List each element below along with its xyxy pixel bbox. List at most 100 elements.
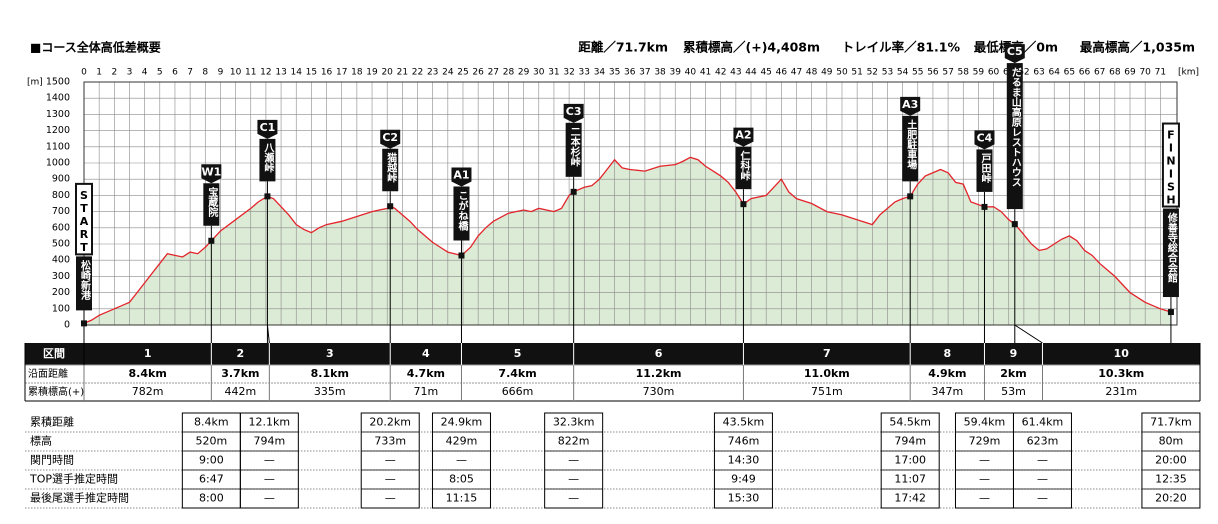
x-tick-label: 7 <box>187 68 193 78</box>
y-tick-label: 500 <box>52 239 70 250</box>
segment-header-bg <box>25 343 1200 365</box>
code-badge <box>201 164 222 184</box>
checkpoint-point <box>907 193 914 200</box>
x-tick-label: 23 <box>427 68 438 78</box>
x-tick-label: 27 <box>488 68 499 78</box>
code-box <box>1161 122 1180 208</box>
checkpoint-point <box>740 201 747 208</box>
checkpoint-cell: 520m <box>195 435 227 448</box>
checkpoint-cell: — <box>264 492 275 505</box>
x-tick-label: 19 <box>366 68 378 78</box>
segment-cell: 2 <box>237 347 245 360</box>
segment-cell: 2km <box>1000 367 1026 380</box>
checkpoint-col <box>880 412 940 509</box>
checkpoint-cell: 9:00 <box>199 454 224 467</box>
x-tick-label: 29 <box>518 68 530 78</box>
checkpoint-code: FINISH <box>1164 129 1177 207</box>
y-tick-label: 600 <box>52 222 70 233</box>
checkpoint-point <box>570 188 577 195</box>
checkpoint-cell: 429m <box>446 435 478 448</box>
checkpoint-cell: — <box>568 454 579 467</box>
y-tick-label: 1000 <box>46 158 70 169</box>
checkpoint-cell: 794m <box>894 435 926 448</box>
segment-cell: 71m <box>413 385 438 398</box>
x-tick-label: 11 <box>245 68 256 78</box>
y-tick-label: 1200 <box>46 125 70 136</box>
checkpoint-cell: 11:07 <box>894 473 926 486</box>
name-box <box>382 148 399 192</box>
checkpoint-point <box>264 193 271 200</box>
checkpoint-cell: — <box>385 473 396 486</box>
checkpoint-cell: 6:47 <box>199 473 224 486</box>
checkpoint-point <box>81 320 87 327</box>
x-tick-label: 42 <box>715 68 726 78</box>
checkpoint-col <box>360 412 420 509</box>
x-tick-label: 20 <box>381 68 393 78</box>
segment-cell: 5 <box>514 347 522 360</box>
segment-cell: 782m <box>132 385 164 398</box>
checkpoint-code: C3 <box>566 105 582 118</box>
x-tick-label: 16 <box>321 68 333 78</box>
checkpoint-cell: 15:30 <box>728 492 760 505</box>
x-tick-label: 37 <box>639 68 650 78</box>
checkpoint-cell: — <box>456 454 467 467</box>
x-tick-label: 71 <box>1155 68 1166 78</box>
x-tick-label: 62 <box>1018 68 1029 78</box>
y-tick-label: 0 <box>64 320 70 331</box>
name-box <box>1006 63 1023 210</box>
x-tick-label: 18 <box>351 68 363 78</box>
code-badge <box>380 129 401 149</box>
code-badge <box>900 96 921 116</box>
checkpoint-cell: 623m <box>1027 435 1059 448</box>
y-tick-label: 400 <box>52 255 70 266</box>
checkpoint-cell: 746m <box>728 435 760 448</box>
code-badge <box>257 119 278 139</box>
checkpoint-cell: 32.3km <box>553 416 595 429</box>
x-tick-label: 31 <box>548 68 559 78</box>
x-tick-label: 41 <box>700 68 711 78</box>
segment-row-label: 区間 <box>43 347 65 360</box>
checkpoint-code: C5 <box>1007 45 1023 58</box>
x-tick-label: 12 <box>260 68 271 78</box>
checkpoint-point <box>1011 221 1018 228</box>
y-tick-label: 900 <box>52 174 70 185</box>
stat: 最高標高／1,035m <box>1080 40 1195 55</box>
x-tick-label: 33 <box>579 68 590 78</box>
y-tick-label: 1100 <box>46 141 70 152</box>
segment-cell: 6 <box>655 347 663 360</box>
checkpoint-cell: — <box>1037 473 1048 486</box>
segment-cell: 751m <box>811 385 843 398</box>
area-fill <box>84 157 1171 325</box>
checkpoint-cell: — <box>979 454 990 467</box>
segment-row-label: 沿面距離 <box>28 367 68 380</box>
segment-cell: 11.0km <box>804 367 850 380</box>
stat: 累積標高／(+)4,408m <box>683 40 820 55</box>
x-tick-label: 9 <box>218 68 224 78</box>
checkpoint-cell: 8.4km <box>194 416 229 429</box>
x-tick-label: 66 <box>1079 68 1091 78</box>
checkpoint-col <box>713 412 773 509</box>
x-tick-label: 54 <box>897 68 909 78</box>
x-tick-label: 14 <box>291 68 303 78</box>
y-tick-label: 200 <box>52 287 70 298</box>
x-tick-label: 10 <box>230 68 242 78</box>
checkpoint-cell: — <box>568 473 579 486</box>
checkpoint-cell: 794m <box>253 435 285 448</box>
checkpoint-cell: 20:00 <box>1155 454 1187 467</box>
checkpoint-cell: — <box>979 492 990 505</box>
checkpoint-cell: — <box>1037 492 1048 505</box>
x-tick-label: 55 <box>912 68 923 78</box>
x-tick-label: 52 <box>867 68 878 78</box>
y-tick-label: 800 <box>52 190 70 201</box>
checkpoint-col <box>431 412 491 509</box>
segment-cell: 3 <box>326 347 334 360</box>
x-unit: [km] <box>1178 68 1199 78</box>
x-tick-label: 57 <box>942 68 953 78</box>
x-tick-label: 38 <box>654 68 666 78</box>
elevation-line <box>83 156 1172 324</box>
checkpoint: 戸田峠 C4 <box>974 130 995 343</box>
checkpoint-name: 二本杉峠 <box>568 127 580 168</box>
segment-cell: 335m <box>314 385 346 398</box>
checkpoint-cell: 8:00 <box>199 492 224 505</box>
